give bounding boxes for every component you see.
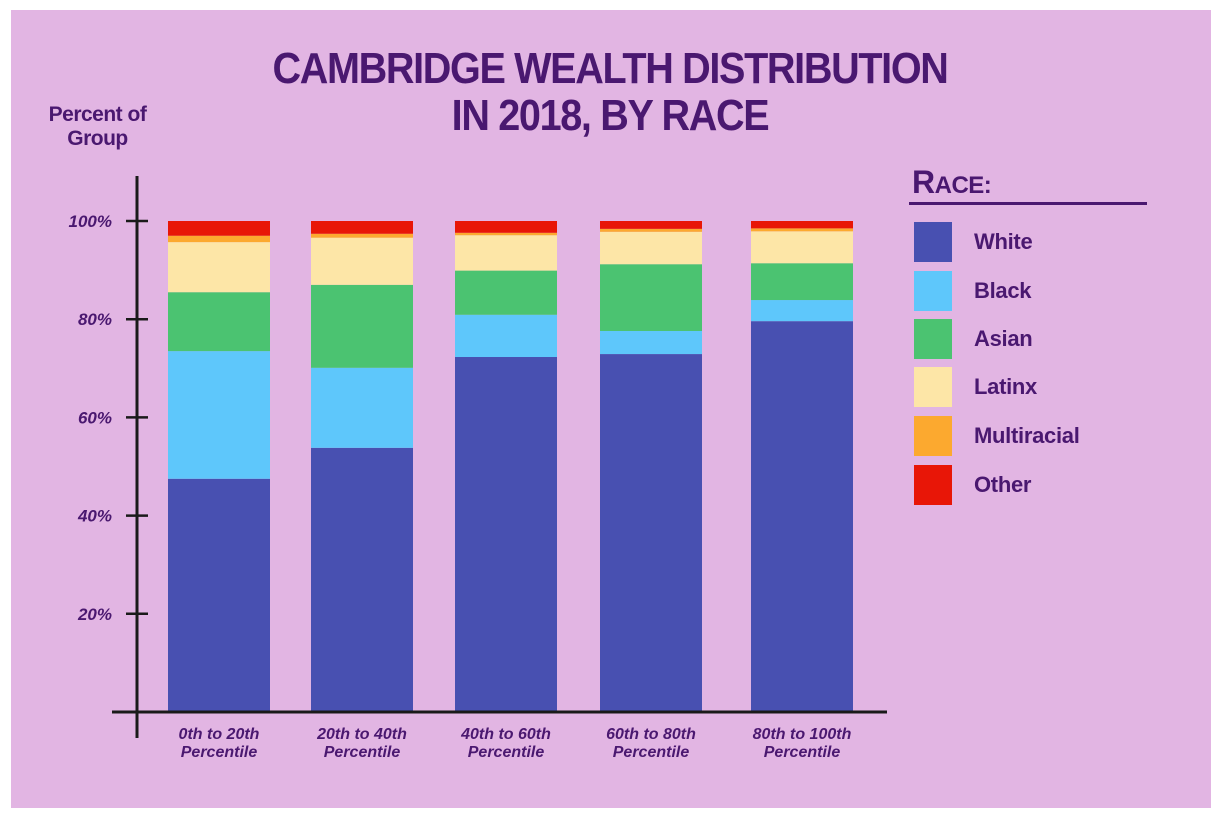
legend-label-asian: Asian — [974, 326, 1033, 351]
x-tick-label-2-line-2: Percentile — [468, 744, 545, 761]
legend-title-underline — [909, 202, 1147, 205]
bar-segment-multiracial-3 — [600, 228, 702, 232]
bar-segment-other-3 — [600, 221, 702, 229]
bar-segment-white-3 — [600, 354, 702, 712]
legend-label-black: Black — [974, 278, 1032, 303]
bar-segment-asian-3 — [600, 264, 702, 331]
bar-segment-black-3 — [600, 330, 702, 355]
x-tick-label-3-line-1: 60th to 80th — [606, 726, 696, 743]
legend-swatch-latinx — [914, 367, 952, 407]
y-axis-label-line-2: Group — [67, 127, 128, 150]
legend-title-text: RACE: — [912, 164, 992, 200]
legend-label-other: Other — [974, 472, 1032, 497]
y-tick-label-60: 60% — [78, 408, 112, 427]
bar-segment-other-1 — [311, 221, 413, 234]
x-tick-label-4-line-2: Percentile — [764, 744, 841, 761]
bar-segment-multiracial-1 — [311, 233, 413, 238]
legend-swatch-white — [914, 222, 952, 262]
legend-label-multiracial: Multiracial — [974, 423, 1080, 448]
bar-segment-asian-1 — [311, 284, 413, 368]
bar-segment-latinx-1 — [311, 237, 413, 285]
bar-segment-black-0 — [168, 351, 270, 479]
legend-swatch-black — [914, 271, 952, 311]
x-tick-label-1-line-1: 20th to 40th — [316, 726, 407, 743]
bar-segment-latinx-2 — [455, 235, 557, 271]
bar-segment-white-1 — [311, 447, 413, 712]
y-axis-label-line-1: Percent of — [48, 103, 147, 126]
x-tick-label-3-line-2: Percentile — [613, 744, 690, 761]
x-tick-label-0-line-2: Percentile — [181, 744, 258, 761]
legend-swatch-other — [914, 465, 952, 505]
y-tick-label-100: 100% — [69, 212, 112, 231]
bar-segment-latinx-4 — [751, 231, 853, 264]
bar-segment-multiracial-4 — [751, 228, 853, 232]
bar-segment-black-2 — [455, 314, 557, 358]
legend-label-latinx: Latinx — [974, 374, 1037, 399]
bar-segment-other-4 — [751, 221, 853, 229]
y-tick-label-80: 80% — [78, 310, 112, 329]
x-tick-label-2-line-1: 40th to 60th — [460, 726, 551, 743]
bar-segment-multiracial-2 — [455, 232, 557, 236]
x-tick-label-1-line-2: Percentile — [324, 744, 401, 761]
bar-segment-multiracial-0 — [168, 235, 270, 243]
bar-segment-white-0 — [168, 478, 270, 712]
bar-segment-other-2 — [455, 221, 557, 233]
y-tick-label-20: 20% — [77, 605, 112, 624]
legend-label-white: White — [974, 229, 1033, 254]
y-axis-label: Percent of Group — [30, 103, 165, 151]
bar-segment-asian-4 — [751, 263, 853, 301]
chart-title-line-1: CAMBRIDGE WEALTH DISTRIBUTION — [272, 44, 948, 93]
bar-segment-asian-0 — [168, 292, 270, 352]
bar-segment-latinx-3 — [600, 231, 702, 265]
legend-swatch-asian — [914, 319, 952, 359]
bar-segment-other-0 — [168, 221, 270, 236]
bar-segment-white-2 — [455, 357, 557, 712]
x-tick-label-4-line-1: 80th to 100th — [753, 726, 852, 743]
bar-segment-black-4 — [751, 300, 853, 322]
chart-title-line-2: IN 2018, BY RACE — [451, 91, 770, 140]
y-tick-label-40: 40% — [77, 507, 112, 526]
bar-segment-black-1 — [311, 367, 413, 448]
bar-segment-latinx-0 — [168, 242, 270, 293]
legend-swatch-multiracial — [914, 416, 952, 456]
legend-title: RACE: — [912, 164, 992, 201]
x-tick-label-0-line-1: 0th to 20th — [179, 726, 260, 743]
bar-segment-white-4 — [751, 321, 853, 712]
bar-segment-asian-2 — [455, 270, 557, 315]
